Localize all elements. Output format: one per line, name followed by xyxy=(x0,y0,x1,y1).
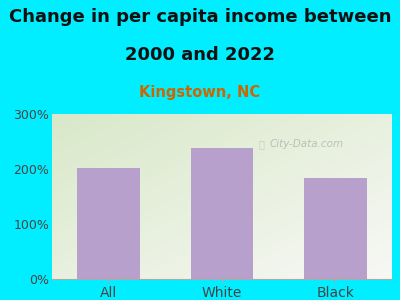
Bar xyxy=(304,178,366,279)
Bar xyxy=(78,168,140,279)
Text: ⓘ: ⓘ xyxy=(258,139,264,149)
Text: Kingstown, NC: Kingstown, NC xyxy=(140,85,260,100)
Text: 2000 and 2022: 2000 and 2022 xyxy=(125,46,275,64)
Text: Change in per capita income between: Change in per capita income between xyxy=(9,8,391,26)
Bar xyxy=(191,148,253,279)
Text: City-Data.com: City-Data.com xyxy=(270,139,344,149)
